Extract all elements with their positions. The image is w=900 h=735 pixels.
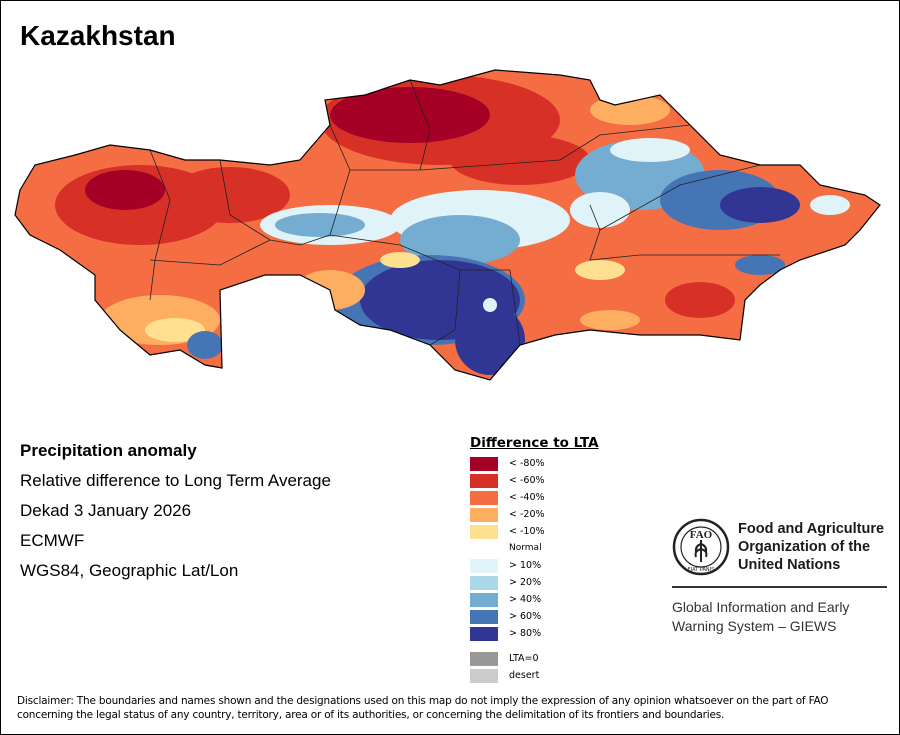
fao-name-line: United Nations bbox=[738, 557, 841, 573]
legend-label: > 60% bbox=[509, 611, 542, 622]
anomaly-zone bbox=[590, 95, 670, 125]
disclaimer: Disclaimer: The boundaries and names sho… bbox=[17, 694, 887, 722]
anomaly-zone bbox=[330, 87, 490, 143]
legend-swatch bbox=[470, 669, 498, 683]
info-heading: Precipitation anomaly bbox=[20, 441, 197, 460]
divider bbox=[672, 586, 887, 588]
legend-label: Normal bbox=[509, 543, 542, 553]
anomaly-zone bbox=[575, 260, 625, 280]
disclaimer-line: Disclaimer: The boundaries and names sho… bbox=[17, 695, 829, 707]
legend-label: < -60% bbox=[509, 475, 545, 486]
giews-line: Global Information and Early bbox=[672, 599, 850, 615]
anomaly-map bbox=[14, 69, 881, 381]
anomaly-zone bbox=[380, 252, 420, 268]
legend-row: < -80% bbox=[470, 456, 599, 473]
legend-row: < -60% bbox=[470, 473, 599, 490]
legend-title: Difference to LTA bbox=[470, 435, 599, 451]
anomaly-zone bbox=[580, 310, 640, 330]
legend-swatch bbox=[470, 491, 498, 505]
legend-label: LTA=0 bbox=[509, 653, 539, 664]
anomaly-zone bbox=[275, 213, 365, 237]
fao-name: Food and Agriculture Organization of the… bbox=[738, 520, 884, 574]
legend-label: < -40% bbox=[509, 492, 545, 503]
fao-name-line: Food and Agriculture bbox=[738, 521, 885, 537]
legend-row: > 10% bbox=[470, 558, 599, 575]
legend-swatch bbox=[470, 508, 498, 522]
info-subtitle: Relative difference to Long Term Average bbox=[20, 471, 331, 490]
info-period: Dekad 3 January 2026 bbox=[20, 501, 192, 520]
anomaly-zone bbox=[400, 215, 520, 265]
disclaimer-line: concerning the legal status of any count… bbox=[17, 709, 725, 721]
legend-label: > 80% bbox=[509, 628, 542, 639]
anomaly-zone bbox=[170, 167, 290, 223]
anomaly-zone bbox=[145, 318, 205, 342]
anomaly-zone bbox=[570, 192, 630, 228]
giews-name: Global Information and Early Warning Sys… bbox=[672, 598, 849, 636]
map-info: Precipitation anomaly Relative differenc… bbox=[20, 440, 331, 590]
legend: Difference to LTA < -80% < -60% < -40% < -2… bbox=[470, 435, 599, 685]
legend-swatch bbox=[470, 610, 498, 624]
admin-boundaries bbox=[149, 79, 780, 346]
legend-label: > 20% bbox=[509, 577, 542, 588]
anomaly-zone bbox=[735, 255, 785, 275]
legend-swatch bbox=[470, 652, 498, 666]
anomaly-zone bbox=[187, 331, 223, 359]
anomaly-zone bbox=[610, 138, 690, 162]
legend-swatch bbox=[470, 627, 498, 641]
legend-label: desert bbox=[509, 670, 540, 681]
legend-label: < -20% bbox=[509, 509, 545, 520]
anomaly-zone bbox=[450, 135, 590, 185]
legend-label: > 40% bbox=[509, 594, 542, 605]
legend-items: < -80% < -60% < -40% < -20% < -10% Normal > 10… bbox=[470, 456, 599, 643]
legend-swatch bbox=[470, 559, 498, 573]
anomaly-zone bbox=[810, 195, 850, 215]
fao-logo-motto: FIAT PANIS bbox=[688, 567, 715, 573]
fao-logo-letters: FAO bbox=[690, 529, 713, 541]
legend-label: < -10% bbox=[509, 526, 545, 537]
fao-name-line: Organization of the bbox=[738, 539, 871, 555]
legend-row: > 60% bbox=[470, 609, 599, 626]
legend-row: Normal bbox=[470, 541, 599, 558]
info-projection: WGS84, Geographic Lat/Lon bbox=[20, 561, 239, 580]
country-border bbox=[14, 69, 881, 381]
legend-swatch bbox=[470, 474, 498, 488]
legend-row: > 40% bbox=[470, 592, 599, 609]
legend-row: < -20% bbox=[470, 507, 599, 524]
info-source: ECMWF bbox=[20, 531, 85, 550]
legend-extra: LTA=0 desert bbox=[470, 651, 599, 685]
anomaly-regions bbox=[55, 75, 880, 375]
legend-row: < -10% bbox=[470, 524, 599, 541]
legend-swatch bbox=[470, 525, 498, 539]
legend-row: < -40% bbox=[470, 490, 599, 507]
legend-swatch bbox=[470, 576, 498, 590]
anomaly-zone bbox=[720, 187, 800, 223]
legend-swatch bbox=[470, 593, 498, 607]
legend-swatch bbox=[470, 457, 498, 471]
anomaly-zone bbox=[85, 170, 165, 210]
legend-swatch bbox=[470, 542, 498, 556]
legend-row: > 20% bbox=[470, 575, 599, 592]
fao-logo: FAO FIAT PANIS bbox=[672, 518, 730, 576]
legend-label: > 10% bbox=[509, 560, 542, 571]
giews-line: Warning System – GIEWS bbox=[672, 618, 837, 634]
anomaly-zone bbox=[455, 305, 525, 375]
anomaly-zone bbox=[665, 282, 735, 318]
legend-row: desert bbox=[470, 668, 599, 685]
legend-label: < -80% bbox=[509, 458, 545, 469]
anomaly-zone bbox=[483, 298, 497, 312]
legend-row: LTA=0 bbox=[470, 651, 599, 668]
map-title: Kazakhstan bbox=[20, 20, 176, 51]
legend-row: > 80% bbox=[470, 626, 599, 643]
